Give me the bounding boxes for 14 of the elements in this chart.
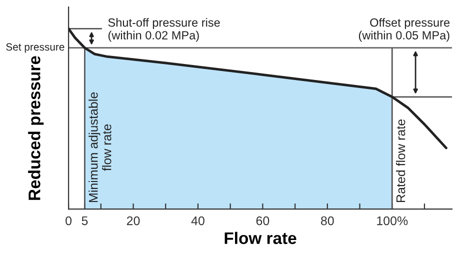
x-tick-label: 20: [126, 216, 140, 226]
x-tick-label: 100%: [377, 216, 408, 226]
x-axis-title: Flow rate: [224, 232, 296, 244]
annotation: Shut-off pressure rise (within 0.02 MPa): [108, 18, 220, 42]
x-tick-label: 0: [66, 216, 72, 226]
x-tick-label: 5: [82, 216, 88, 226]
x-tick-label: 40: [191, 216, 204, 226]
ref-line-label: Set pressure: [6, 43, 64, 53]
ref-line-label: Minimum adjustable flow rate: [88, 92, 112, 202]
y-axis-title: Reduced pressure: [28, 56, 44, 200]
annotation: Offset pressure (within 0.05 MPa): [358, 18, 450, 42]
x-tick-label: 60: [256, 216, 270, 226]
x-tick-label: 80: [320, 216, 334, 226]
ref-line-label: Rated flow rate: [396, 120, 406, 202]
